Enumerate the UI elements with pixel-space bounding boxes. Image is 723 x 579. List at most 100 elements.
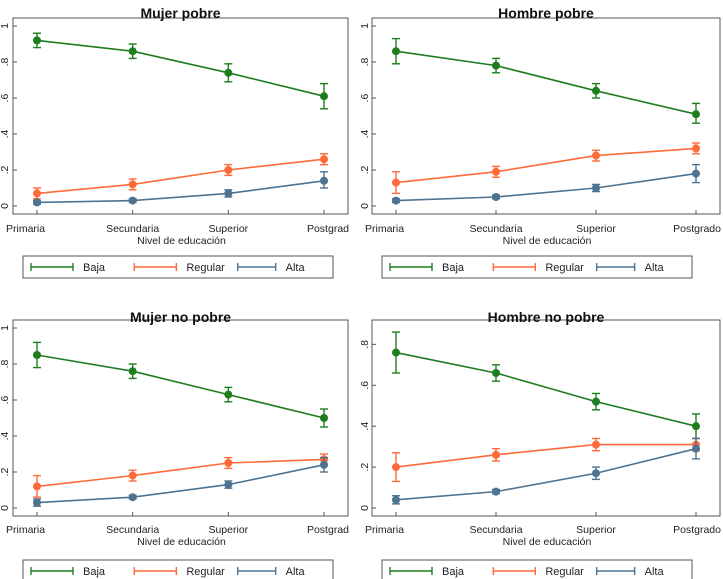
y-tick-label: .2 [359,165,371,174]
x-axis-title: Nivel de educación [137,235,226,247]
series-line [395,172,697,202]
series-regular [392,142,700,195]
legend-label: Baja [83,566,106,578]
data-point [128,47,137,56]
data-point [224,390,233,399]
x-tick-label: Superior [208,524,248,536]
legend-label: Regular [186,566,225,578]
y-tick-label: .6 [0,395,11,404]
data-point [592,440,600,449]
data-point [692,422,700,431]
chart-panel-1: Mujer pobre 0 .2 .4 .6 .8 1 Primaria Secundaria S… [0,5,349,279]
data-point [320,92,328,101]
series-line [36,464,325,504]
x-axis-title: Nivel de educación [503,536,592,548]
y-tick-label: .8 [359,340,371,349]
data-point [592,397,600,406]
legend-label: Regular [545,262,584,274]
legend-label: Regular [186,262,225,274]
x-axis-title: Nivel de educación [503,235,592,247]
series-alta [392,437,700,505]
x-tick-label: Superior [208,223,248,235]
series-line [395,147,697,184]
series-line [36,354,325,419]
data-point [492,369,500,377]
x-tick-label: Secundaria [106,524,159,536]
data-point [592,151,600,160]
y-tick-label: .6 [359,381,371,390]
legend-box [22,559,334,579]
y-tick-label: .8 [0,57,11,66]
data-point [320,155,328,164]
data-point [320,176,328,185]
plot-frame [12,17,349,215]
y-tick-label: 1 [0,23,11,29]
legend-label: Baja [83,262,106,274]
y-tick-label: .8 [0,359,11,368]
data-point [692,444,700,453]
series-alta [33,456,328,507]
series-alta [33,171,328,207]
y-tick-label: 1 [359,23,371,29]
y-tick-label: .2 [0,467,11,476]
y-tick-label: .6 [0,93,11,102]
data-point [492,450,500,459]
data-point [33,189,41,198]
y-tick-label: .4 [0,129,11,138]
y-tick-label: .8 [359,57,371,66]
series-line [36,180,325,204]
chart-panel-3: Mujer no pobre 0 .2 .4 .6 .8 1 Primaria Secundar… [0,309,349,579]
plot-frame [371,17,721,215]
panel-title: Mujer pobre [140,5,220,21]
legend: Baja Regular Alta [22,559,334,579]
series-baja [33,341,328,428]
data-point [128,180,137,189]
panel-title: Hombre pobre [498,5,594,21]
y-tick-label: 0 [0,505,11,511]
data-point [692,110,700,119]
data-point [592,184,600,192]
series-line [36,158,325,195]
y-tick-label: .4 [0,431,11,440]
series-regular [33,153,328,200]
chart-panel-4: Hombre no pobre 0 .2 .4 .6 .8 Primaria Secundar… [359,309,721,579]
legend: Baja Regular Alta [381,255,693,279]
y-tick-label: 1 [0,325,11,331]
data-point [224,68,233,77]
data-point [33,198,41,207]
data-point [224,166,233,174]
data-point [224,189,233,198]
data-point [592,86,600,95]
legend-label: Alta [286,262,306,274]
y-tick-label: 0 [0,203,11,209]
x-axis-title: Nivel de educación [137,536,226,548]
data-point [492,167,500,176]
legend-label: Baja [442,262,465,274]
data-point [692,144,700,153]
data-point [33,36,41,45]
data-point [33,351,41,359]
series-line [395,443,696,468]
legend-box [22,255,334,279]
y-tick-label: 0 [359,203,371,209]
data-point [492,487,500,496]
y-tick-label: 0 [359,505,371,511]
y-tick-label: .4 [359,129,371,138]
x-tick-label: Postgrado [673,524,721,536]
data-point [128,471,137,480]
legend-box [381,559,693,579]
data-point [392,463,400,472]
series-alta [392,163,700,205]
plot-frame [12,319,349,517]
data-point [128,196,137,205]
legend-label: Baja [442,566,465,578]
data-point [128,367,137,376]
x-tick-label: Secundaria [469,524,522,536]
x-tick-label: Secundaria [106,223,159,235]
series-line [36,458,325,488]
data-point [492,193,500,201]
series-line [395,50,697,115]
x-tick-label: Postgrado [673,223,721,235]
x-tick-label: Primaria [365,524,404,536]
